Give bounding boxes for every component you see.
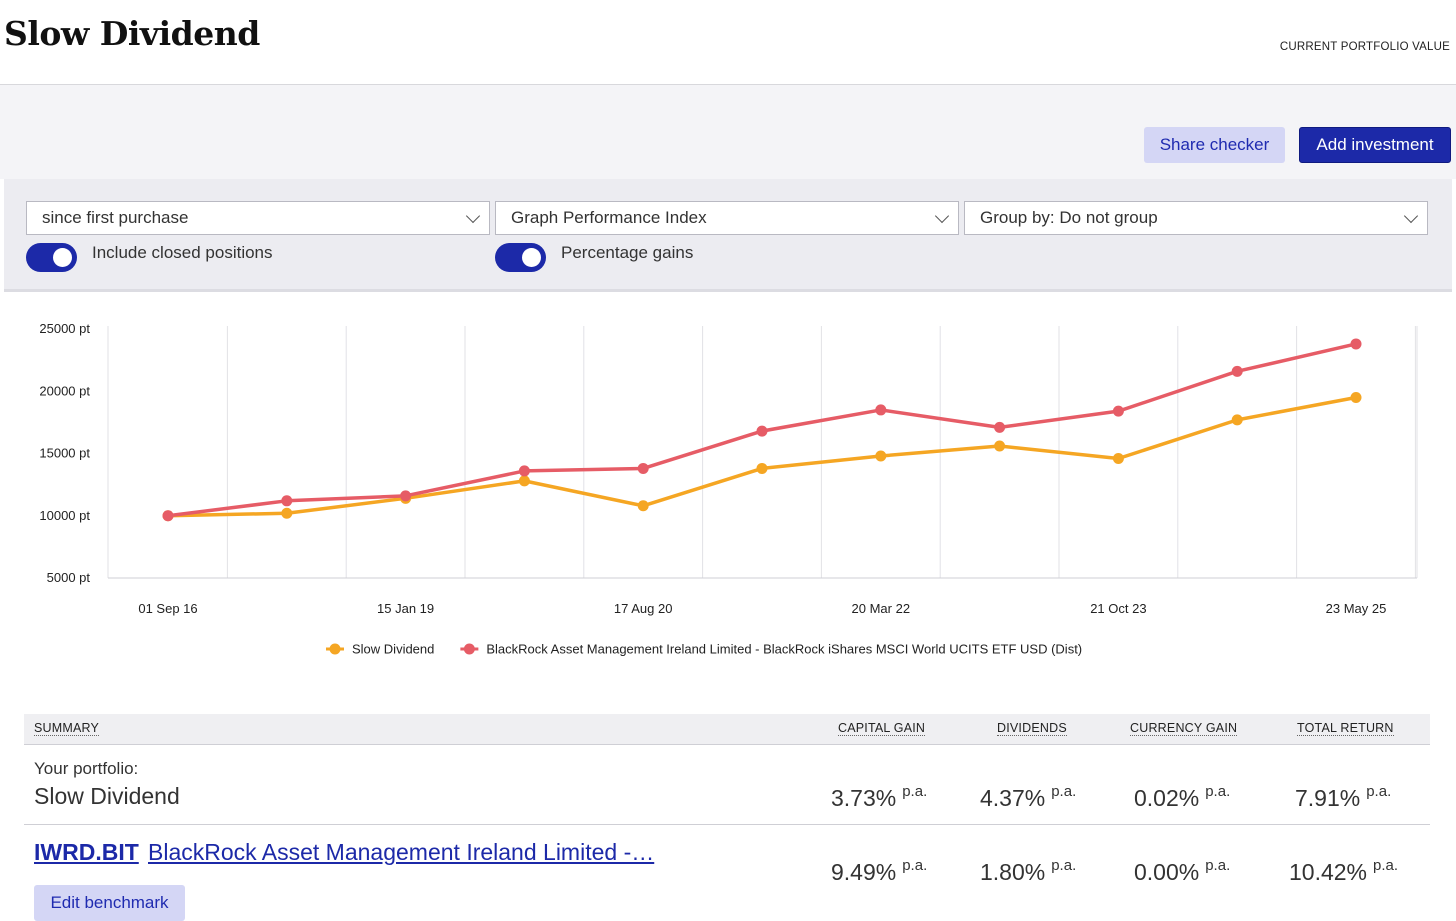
benchmark-dividends: 1.80% p.a. <box>980 857 1077 885</box>
benchmark-name-link[interactable]: BlackRock Asset Management Ireland Limit… <box>148 839 655 865</box>
x-tick-label: 20 Mar 22 <box>852 601 911 616</box>
data-point-series-1 <box>1350 338 1362 350</box>
benchmark-ticker-link[interactable]: IWRD.BIT <box>34 839 139 865</box>
header-capital-gain: CAPITAL GAIN <box>838 721 926 736</box>
data-point-series-1 <box>162 510 174 522</box>
data-point-series-1 <box>1231 365 1243 377</box>
portfolio-name: Slow Dividend <box>34 783 180 809</box>
portfolio-currency-gain: 0.02% p.a. <box>1134 783 1231 811</box>
graph-type-select-value: Graph Performance Index <box>511 208 707 227</box>
x-tick-label: 21 Oct 23 <box>1090 601 1146 616</box>
graph-type-select[interactable]: Graph Performance Index <box>495 201 959 235</box>
x-tick-label: 23 May 25 <box>1326 601 1387 616</box>
y-tick-label: 25000 pt <box>39 321 90 336</box>
data-point-series-0 <box>518 475 530 487</box>
portfolio-row: Your portfolio: Slow Dividend 3.73% p.a. … <box>24 745 1430 825</box>
data-point-series-1 <box>994 421 1006 433</box>
data-point-series-1 <box>875 404 887 416</box>
data-point-series-0 <box>637 500 649 512</box>
performance-chart-svg: 25000 pt 20000 pt 15000 pt 10000 pt 5000 pt 0… <box>39 321 1418 657</box>
y-tick-label: 20000 pt <box>39 383 90 398</box>
data-point-series-0 <box>756 462 768 474</box>
performance-chart: 25000 pt 20000 pt 15000 pt 10000 pt 5000 pt 0… <box>4 296 1452 686</box>
benchmark-capital-gain: 9.49% p.a. <box>831 857 928 885</box>
legend-swatch-dot-1 <box>463 643 475 655</box>
summary-header-row: SUMMARY CAPITAL GAIN DIVIDENDS CURRENCY … <box>24 714 1430 745</box>
portfolio-caption: Your portfolio: <box>34 759 139 778</box>
data-point-series-1 <box>1112 405 1124 417</box>
percentage-gains-toggle[interactable] <box>495 243 546 272</box>
header-summary: SUMMARY <box>34 721 100 736</box>
y-tick-label: 15000 pt <box>39 446 90 461</box>
x-tick-label: 17 Aug 20 <box>614 601 673 616</box>
filter-panel: since first purchase Graph Performance I… <box>4 179 1452 292</box>
data-point-series-0 <box>1112 452 1124 464</box>
include-closed-toggle[interactable] <box>26 243 77 272</box>
include-closed-label: Include closed positions <box>92 243 273 262</box>
header-dividends: DIVIDENDS <box>997 721 1067 736</box>
y-tick-label: 10000 pt <box>39 508 90 523</box>
header-total-return: TOTAL RETURN <box>1297 721 1394 736</box>
page-title: Slow Dividend <box>4 14 260 53</box>
x-tick-label: 15 Jan 19 <box>377 601 434 616</box>
legend-label-1: BlackRock Asset Management Ireland Limit… <box>486 642 1082 657</box>
add-investment-button[interactable]: Add investment <box>1299 127 1451 163</box>
period-select[interactable]: since first purchase <box>26 201 490 235</box>
benchmark-row: IWRD.BIT BlackRock Asset Management Irel… <box>24 825 1430 921</box>
data-point-series-1 <box>281 495 293 507</box>
data-point-series-1 <box>400 490 412 502</box>
data-point-series-0 <box>1231 414 1243 426</box>
data-point-series-1 <box>637 462 649 474</box>
legend-swatch-dot-0 <box>329 643 341 655</box>
portfolio-total-return: 7.91% p.a. <box>1295 783 1392 811</box>
period-select-value: since first purchase <box>42 208 189 227</box>
portfolio-capital-gain: 3.73% p.a. <box>831 783 928 811</box>
benchmark-total-return: 10.42% p.a. <box>1289 857 1399 885</box>
portfolio-value-label: CURRENT PORTFOLIO VALUE <box>1279 41 1450 53</box>
legend-label-0: Slow Dividend <box>352 642 434 657</box>
toggle-knob <box>53 248 72 267</box>
x-tick-label: 01 Sep 16 <box>138 601 197 616</box>
share-checker-button[interactable]: Share checker <box>1144 127 1285 163</box>
y-tick-label: 5000 pt <box>47 570 91 585</box>
data-point-series-0 <box>875 450 887 462</box>
data-point-series-0 <box>281 507 293 519</box>
data-point-series-1 <box>756 425 768 437</box>
toggle-knob <box>522 248 541 267</box>
benchmark-currency-gain: 0.00% p.a. <box>1134 857 1231 885</box>
header: Slow Dividend CURRENT PORTFOLIO VALUE <box>0 0 1456 85</box>
data-point-series-0 <box>1350 391 1362 403</box>
chevron-down-icon <box>1403 208 1419 224</box>
header-currency-gain: CURRENCY GAIN <box>1130 721 1238 736</box>
data-point-series-1 <box>518 465 530 477</box>
data-point-series-0 <box>994 440 1006 452</box>
portfolio-dividends: 4.37% p.a. <box>980 783 1077 811</box>
group-by-select-value: Group by: Do not group <box>980 208 1158 227</box>
percentage-gains-label: Percentage gains <box>561 243 694 262</box>
chevron-down-icon <box>934 208 950 224</box>
edit-benchmark-button[interactable]: Edit benchmark <box>34 885 185 921</box>
group-by-select[interactable]: Group by: Do not group <box>964 201 1428 235</box>
chevron-down-icon <box>465 208 481 224</box>
